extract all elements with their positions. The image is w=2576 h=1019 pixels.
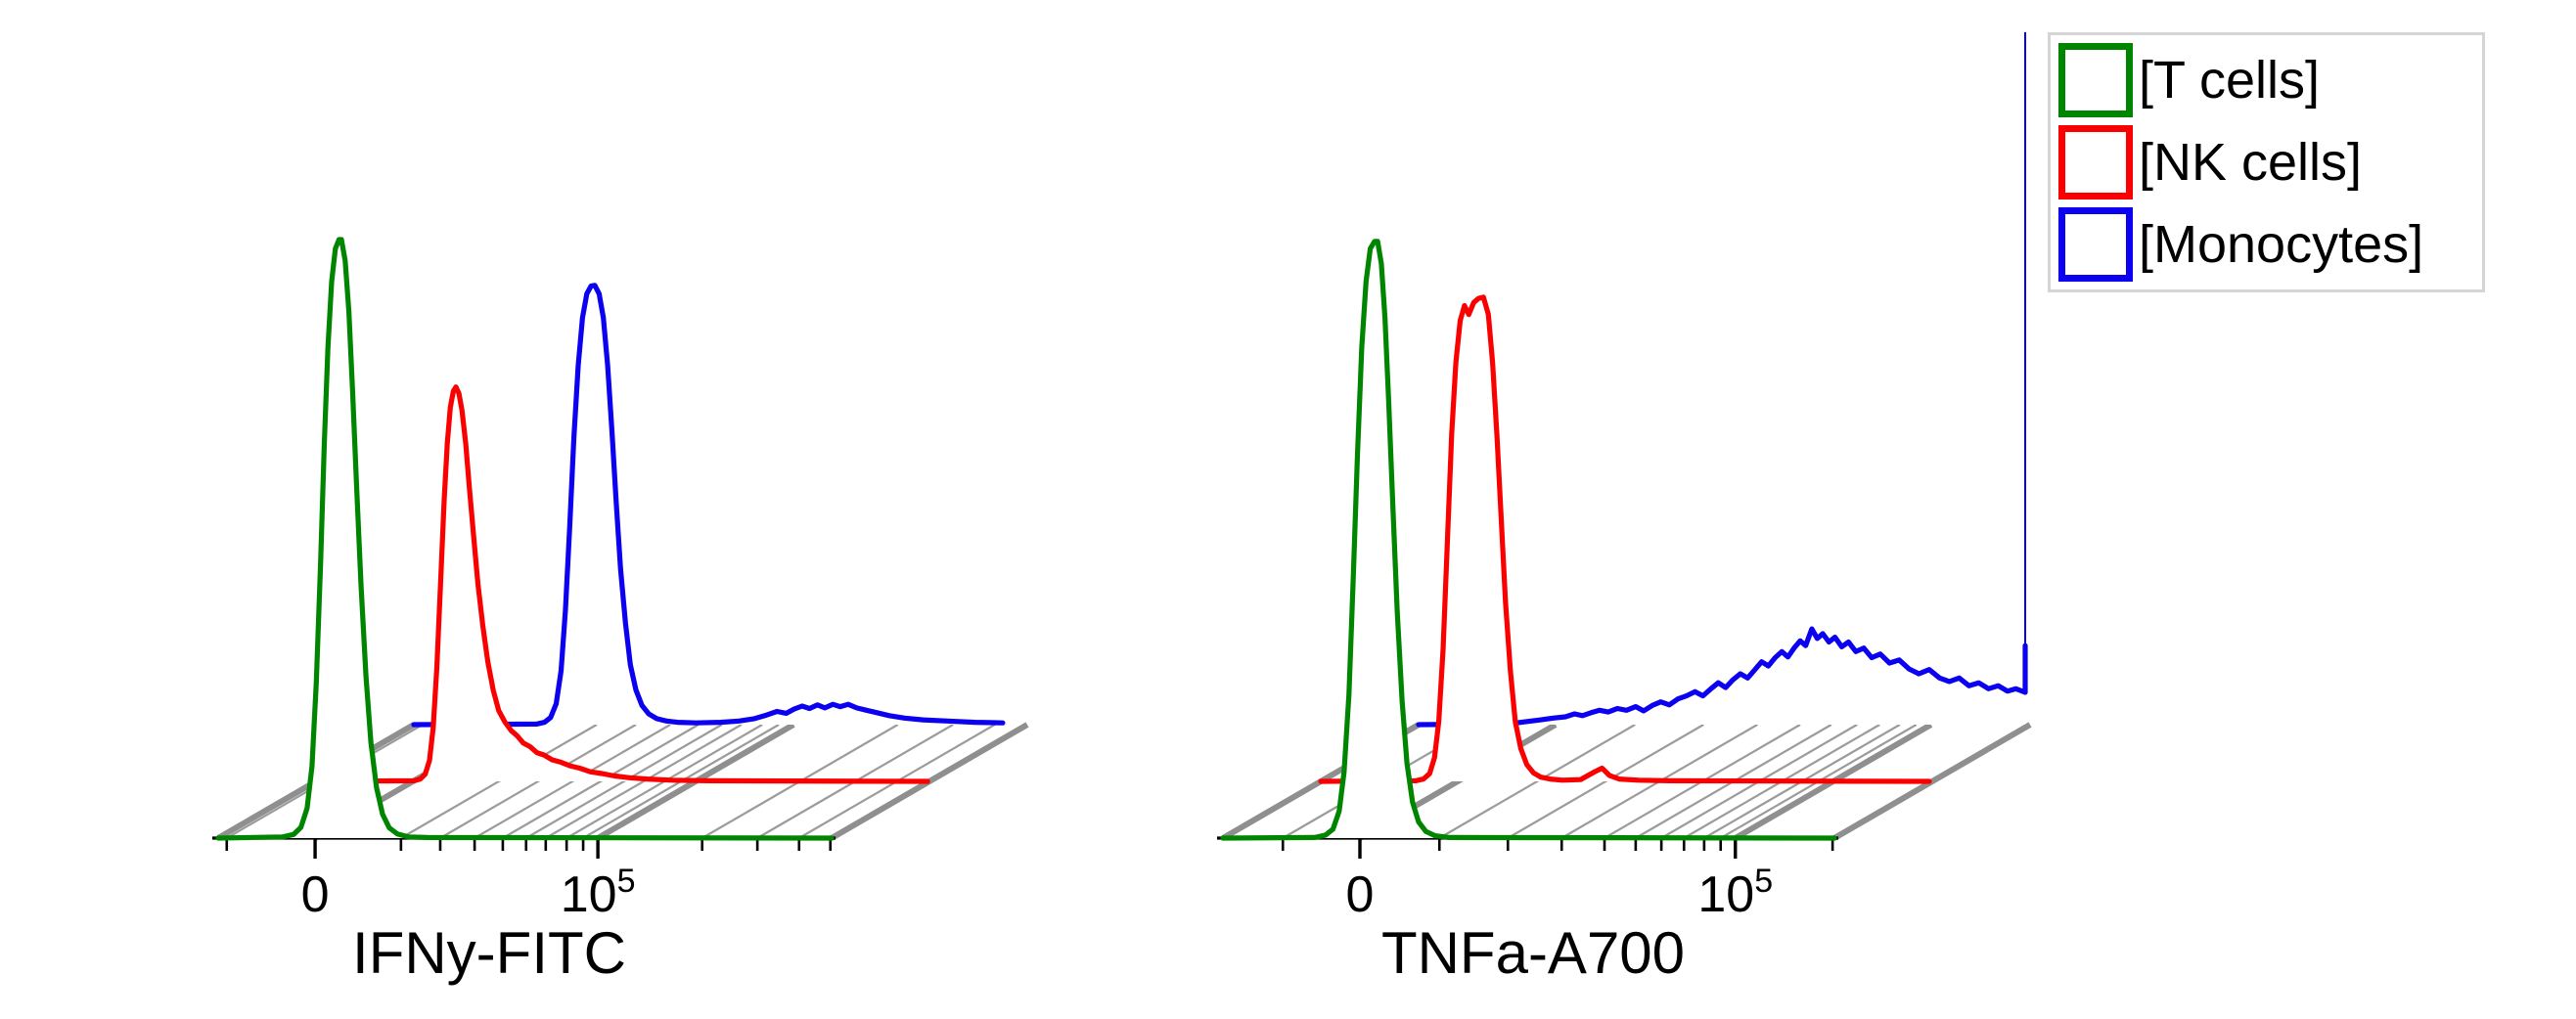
nk-cells-swatch-icon bbox=[2058, 125, 2133, 199]
legend-item-t-cells: [T cells] bbox=[2058, 41, 2474, 119]
legend-item-nk-cells: [NK cells] bbox=[2058, 123, 2474, 201]
panel-right: 0 105 bbox=[1217, 31, 2032, 923]
x-axis-label-right: TNFa-A700 bbox=[1380, 920, 1686, 986]
monocytes-swatch-icon bbox=[2058, 207, 2133, 282]
tick-label-left: 105 bbox=[561, 863, 636, 923]
legend: [T cells] [NK cells] [Monocytes] bbox=[2048, 32, 2485, 292]
legend-label-t-cells: [T cells] bbox=[2139, 51, 2321, 110]
histogram-right-monocytes bbox=[1416, 31, 2028, 728]
t-cells-swatch-icon bbox=[2058, 43, 2133, 117]
legend-label-nk-cells: [NK cells] bbox=[2139, 133, 2363, 192]
x-axis-left bbox=[212, 836, 836, 859]
histogram-left-nk-cells bbox=[313, 384, 930, 784]
legend-label-monocytes: [Monocytes] bbox=[2139, 215, 2424, 274]
histogram-right-t-cells bbox=[1220, 239, 1837, 841]
x-axis-label-left: IFNy-FITC bbox=[352, 920, 626, 986]
legend-item-monocytes: [Monocytes] bbox=[2058, 205, 2474, 284]
tick-label-right: 105 bbox=[1697, 863, 1773, 923]
x-axis-right bbox=[1217, 836, 1838, 859]
tick-label-right: 0 bbox=[1346, 866, 1375, 923]
tick-label-left: 0 bbox=[301, 866, 330, 923]
histogram-left-t-cells bbox=[215, 237, 835, 841]
histogram-right-nk-cells bbox=[1318, 294, 1932, 784]
histogram-left-monocytes bbox=[411, 283, 1006, 728]
panel-left: 0 105 bbox=[212, 237, 1029, 923]
